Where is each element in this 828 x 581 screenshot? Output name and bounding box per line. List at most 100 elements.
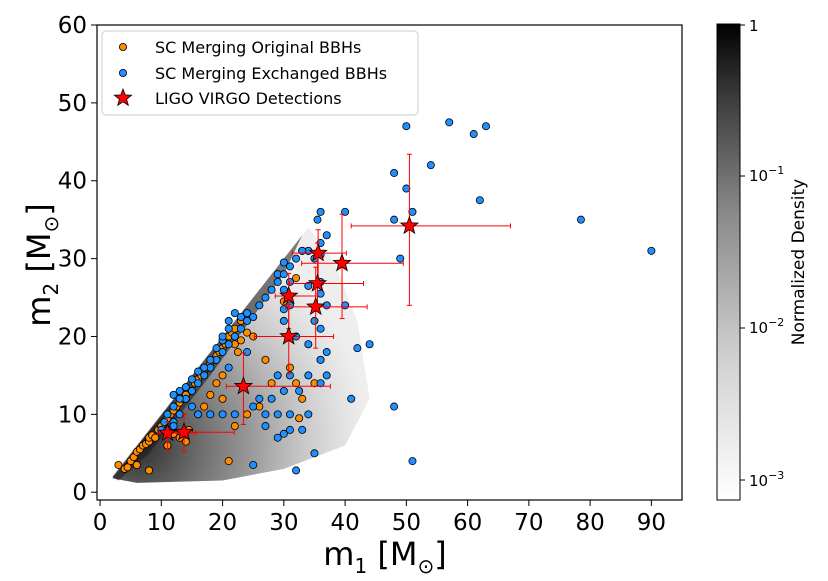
point-exchanged-bbh bbox=[285, 425, 294, 434]
point-exchanged-bbh bbox=[267, 285, 276, 294]
ligo-star bbox=[174, 422, 194, 441]
y-axis-label: m2 [M⊙] bbox=[20, 203, 63, 326]
point-exchanged-bbh bbox=[304, 371, 313, 380]
point-exchanged-bbh bbox=[200, 363, 209, 372]
point-exchanged-bbh bbox=[169, 422, 178, 431]
point-original-bbh bbox=[230, 422, 239, 431]
legend-marker-exchanged bbox=[119, 69, 128, 78]
legend-box bbox=[101, 30, 419, 116]
point-exchanged-bbh bbox=[267, 394, 276, 403]
point-exchanged-bbh bbox=[402, 122, 411, 131]
series-exchanged-bbhs bbox=[157, 118, 656, 475]
x-tick: 60 bbox=[453, 500, 482, 536]
svg-text:0: 0 bbox=[93, 510, 108, 536]
plot-frame bbox=[96, 24, 683, 501]
svg-text:10: 10 bbox=[58, 402, 87, 428]
point-exchanged-bbh bbox=[261, 410, 270, 419]
point-exchanged-bbh bbox=[316, 379, 325, 388]
y-axis-ticks: 0 10 20 30 40 50 60 bbox=[58, 13, 97, 506]
point-exchanged-bbh bbox=[218, 348, 227, 357]
point-original-bbh bbox=[206, 390, 215, 399]
point-original-bbh bbox=[233, 348, 242, 357]
point-original-bbh bbox=[200, 402, 209, 411]
point-exchanged-bbh bbox=[255, 394, 264, 403]
point-exchanged-bbh bbox=[390, 402, 399, 411]
point-exchanged-bbh bbox=[285, 410, 294, 419]
point-original-bbh bbox=[212, 379, 221, 388]
ligo-star bbox=[306, 296, 326, 316]
colorbar-label: Normalized Density bbox=[789, 179, 809, 345]
point-exchanged-bbh bbox=[408, 207, 417, 216]
point-original-bbh bbox=[243, 410, 252, 419]
point-exchanged-bbh bbox=[347, 394, 356, 403]
point-exchanged-bbh bbox=[236, 313, 245, 322]
y-tick: 40 bbox=[58, 169, 97, 195]
point-exchanged-bbh bbox=[224, 316, 233, 325]
point-exchanged-bbh bbox=[426, 161, 435, 170]
point-exchanged-bbh bbox=[390, 215, 399, 224]
x-tick: 50 bbox=[392, 500, 421, 536]
svg-text:40: 40 bbox=[330, 510, 359, 536]
point-exchanged-bbh bbox=[279, 386, 288, 395]
point-exchanged-bbh bbox=[322, 301, 331, 310]
point-exchanged-bbh bbox=[322, 231, 331, 240]
point-original-bbh bbox=[224, 457, 233, 466]
point-exchanged-bbh bbox=[316, 207, 325, 216]
y-tick: 0 bbox=[72, 480, 97, 506]
svg-text:10−3: 10−3 bbox=[749, 469, 784, 490]
point-original-bbh bbox=[151, 433, 160, 442]
point-exchanged-bbh bbox=[249, 313, 258, 322]
ligo-star bbox=[399, 215, 420, 235]
point-exchanged-bbh bbox=[218, 410, 227, 419]
svg-text:10−1: 10−1 bbox=[749, 164, 784, 185]
point-original-bbh bbox=[261, 355, 270, 364]
point-exchanged-bbh bbox=[194, 367, 203, 376]
point-exchanged-bbh bbox=[390, 168, 399, 177]
point-exchanged-bbh bbox=[285, 262, 294, 271]
point-exchanged-bbh bbox=[295, 386, 304, 395]
point-exchanged-bbh bbox=[322, 371, 331, 380]
svg-text:0: 0 bbox=[72, 480, 87, 506]
point-exchanged-bbh bbox=[273, 371, 282, 380]
point-exchanged-bbh bbox=[279, 258, 288, 267]
point-original-bbh bbox=[267, 379, 276, 388]
svg-text:60: 60 bbox=[453, 510, 482, 536]
ligo-detection bbox=[285, 266, 368, 349]
point-exchanged-bbh bbox=[273, 277, 282, 286]
svg-text:90: 90 bbox=[637, 510, 666, 536]
point-exchanged-bbh bbox=[353, 344, 362, 353]
x-tick: 70 bbox=[514, 500, 543, 536]
colorbar-tick-1e-3: 10−3 bbox=[740, 469, 784, 490]
point-exchanged-bbh bbox=[230, 410, 239, 419]
point-exchanged-bbh bbox=[316, 289, 325, 298]
svg-text:50: 50 bbox=[58, 91, 87, 117]
x-tick: 40 bbox=[330, 500, 360, 536]
point-original-bbh bbox=[132, 460, 141, 469]
point-exchanged-bbh bbox=[187, 402, 196, 411]
point-exchanged-bbh bbox=[341, 207, 350, 216]
point-exchanged-bbh bbox=[304, 281, 313, 290]
legend-label-ligo: LIGO VIRGO Detections bbox=[155, 89, 342, 108]
point-exchanged-bbh bbox=[175, 394, 184, 403]
point-exchanged-bbh bbox=[365, 340, 374, 349]
point-exchanged-bbh bbox=[255, 301, 264, 310]
point-exchanged-bbh bbox=[169, 390, 178, 399]
point-exchanged-bbh bbox=[475, 196, 484, 205]
point-original-bbh bbox=[114, 460, 123, 469]
x-tick: 90 bbox=[637, 500, 666, 536]
point-exchanged-bbh bbox=[230, 309, 239, 318]
point-original-bbh bbox=[123, 463, 132, 472]
point-exchanged-bbh bbox=[187, 375, 196, 384]
ligo-star bbox=[157, 422, 178, 442]
point-exchanged-bbh bbox=[341, 301, 350, 310]
point-exchanged-bbh bbox=[298, 425, 307, 434]
point-exchanged-bbh bbox=[481, 122, 490, 131]
ligo-star bbox=[332, 253, 352, 272]
point-original-bbh bbox=[145, 466, 154, 475]
x-tick: 10 bbox=[147, 500, 176, 536]
point-exchanged-bbh bbox=[304, 410, 313, 419]
colorbar: 1 10−1 10−2 10−3 Normalized Density bbox=[716, 17, 809, 501]
point-exchanged-bbh bbox=[243, 316, 252, 325]
ligo-detection bbox=[225, 352, 331, 425]
